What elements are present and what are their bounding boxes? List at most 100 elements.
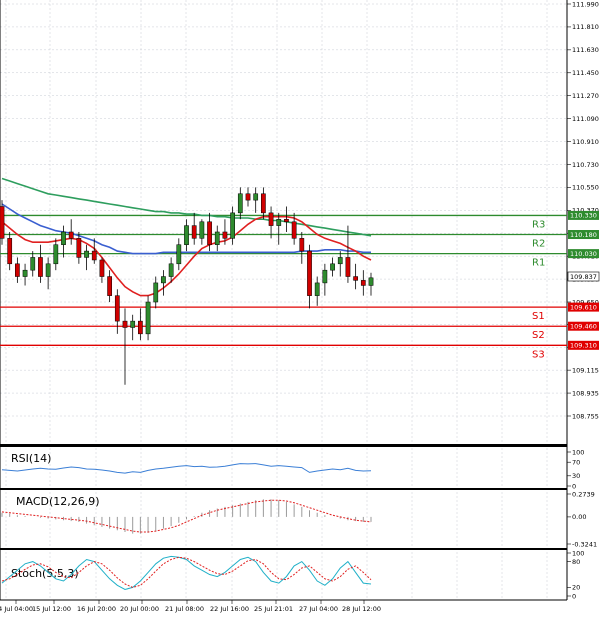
level-tag-s2 [568,321,599,331]
level-tag-r1 [568,249,599,259]
price-tick-label: 110.730 [572,161,599,169]
candle-body [199,221,205,239]
candle-body [207,221,212,245]
candle-body [161,276,166,284]
candle-body [330,263,335,271]
stoch-tick-label: 80 [572,558,580,566]
candle-body [145,301,151,335]
time-tick-label: 28 Jul 12:00 [342,605,381,613]
rsi-panel: RSI(14) 100 70 30 0 [1,448,584,490]
level-tag-r3 [568,210,599,220]
candle-body [237,193,243,214]
time-tick-label: 27 Jul 04:00 [299,605,338,613]
stoch-d-line [1,556,372,588]
candle-body [22,269,28,277]
level-name-r1: R1 [532,258,545,269]
moving-average-line-1 [1,177,372,237]
candle-body [276,218,282,226]
candle-body [299,238,305,252]
price-tick-label: 109.650 [572,298,599,306]
time-tick-label: 21 Jul 08:00 [165,605,204,613]
stoch-tick-label: 0 [572,592,576,600]
current-price-label: 109.837 [570,273,597,281]
candle-body [184,225,189,245]
candle-body [38,257,43,277]
candle-body [122,320,128,328]
macd-tick-label: 0.2739 [572,490,595,498]
time-tick-label: 20 Jul 00:00 [120,605,159,613]
rsi-tick-label: 70 [572,459,580,467]
candle-body [99,259,105,277]
level-name-r3: R3 [532,219,545,230]
candle-body [153,282,159,303]
candle-body [91,250,97,261]
panel-frames [0,0,568,601]
rsi-line [1,463,372,474]
level-tag-s1 [568,302,599,312]
time-tick-label: 16 Jul 20:00 [77,605,116,613]
candle-body [214,231,220,245]
candle-body [15,263,20,277]
level-name-r2: R2 [532,239,545,250]
level-name-s2: S2 [532,330,545,341]
rsi-tick-label: 100 [572,448,584,456]
time-tick-label: 25 Jul 21:01 [254,605,293,613]
candle-body [76,238,82,258]
price-tick-label: 111.450 [572,69,599,77]
stoch-tick-label: 20 [572,584,580,592]
candle-body [284,218,289,223]
stoch-k-line [1,555,372,591]
macd-tick-label: 0.00 [572,513,586,521]
price-tick-label: 111.630 [572,46,599,54]
level-value-s3: 109.310 [570,342,597,350]
candle-body [61,231,66,245]
level-value-r1: 110.030 [570,250,597,258]
candle-body [191,225,197,239]
candle-body [245,193,251,201]
candle-body [253,193,259,201]
level-value-s2: 109.460 [570,323,597,331]
candle-body [114,295,120,322]
candle-body [345,257,351,277]
price-tick-label: 109.115 [572,366,599,374]
candle-body [68,231,74,239]
time-tick-label: 15 Jul 12:00 [32,605,71,613]
candle-body [0,206,5,239]
candle-body [322,269,328,284]
macd-tick-label: -0.3241 [572,540,597,548]
level-name-s3: S3 [532,349,545,360]
level-value-r3: 110.330 [570,212,597,220]
stoch-tick-label: 100 [572,549,584,557]
candle-body [368,277,374,286]
time-tick-label: 22 Jul 16:00 [210,605,249,613]
level-value-s1: 109.610 [570,303,597,311]
candle-body [168,263,174,277]
price-tick-label: 108.935 [572,389,599,397]
candle-body [261,193,266,214]
candle-body [353,276,358,281]
candles [0,187,374,385]
price-tick-label: 108.755 [572,412,599,420]
candle-body [138,320,143,335]
stoch-label: Stoch(5,5,3) [11,567,79,580]
level-value-r2: 110.180 [570,231,597,239]
level-name-s1: S1 [532,311,545,322]
time-tick-label: 14 Jul 04:00 [0,605,33,613]
chart-gridlines [0,0,567,600]
candle-body [360,280,366,286]
level-tag-r2 [568,230,599,240]
rsi-label: RSI(14) [11,452,51,465]
candle-body [84,250,89,258]
pivot-levels: R3 110.330 R2 110.180 R1 110.030 S1 109.610 S2 10… [0,210,599,360]
price-tick-label: 110.550 [572,184,599,192]
candle-body [30,257,36,271]
candle-body [268,212,274,226]
price-tick-label: 111.810 [572,23,599,31]
rsi-tick-label: 30 [572,472,580,480]
macd-label: MACD(12,26,9) [16,495,100,508]
candle-body [176,244,182,265]
candle-body [45,263,51,277]
candle-body [7,238,13,265]
